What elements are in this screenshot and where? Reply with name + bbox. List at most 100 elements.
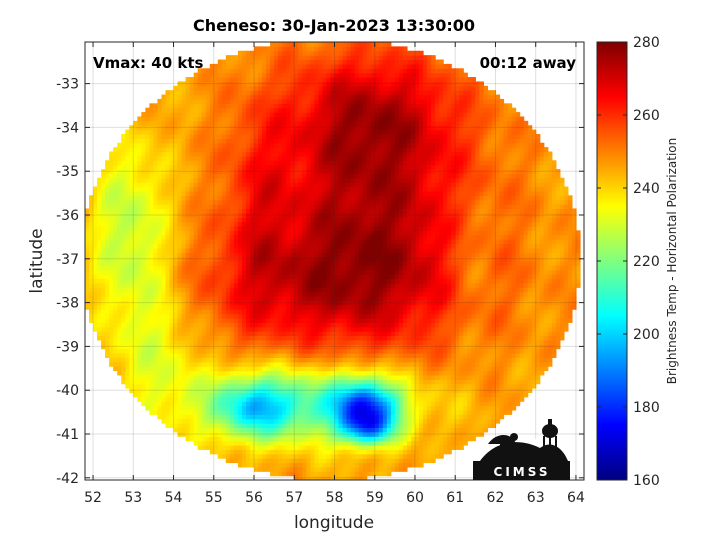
swath-cell [386,366,392,372]
swath-cell [499,401,505,407]
swath-cell [229,392,235,398]
swath-cell [245,317,251,323]
swath-cell [278,388,283,393]
swath-cell [346,357,352,363]
swath-cell [274,265,279,271]
swath-cell [346,462,352,468]
swath-cell [419,414,424,420]
swath-cell [334,383,340,389]
swath-cell [153,322,159,328]
swath-cell [121,278,126,284]
swath-cell [221,453,227,459]
swath-cell [306,331,311,337]
swath-cell [105,304,110,310]
swath-cell [298,383,303,389]
swath-cell [354,366,360,372]
swath-cell [402,431,408,437]
swath-cell [406,427,412,433]
swath-cell [217,453,223,459]
swath-cell [197,370,203,376]
swath-cell [439,339,444,345]
swath-cell [487,269,493,275]
swath-cell [390,431,396,437]
swath-cell [423,361,428,367]
swath-cell [205,313,211,319]
swath-cell [173,427,179,433]
swath-cell [475,317,480,323]
swath-cell [302,256,307,262]
swath-cell [266,274,271,280]
swath-cell [435,418,440,424]
swath-cell [402,313,408,319]
swath-cell [507,383,513,389]
swath-cell [555,261,561,266]
swath-cell [189,370,195,376]
swath-cell [382,296,388,302]
swath-cell [410,427,416,433]
swath-cell [334,405,340,411]
swath-cell [318,466,324,472]
swath-cell [241,335,247,341]
swath-cell [145,331,150,337]
swath-cell [511,335,517,341]
swath-cell [423,348,428,354]
swath-cell [169,287,175,293]
swath-cell [314,405,319,411]
swath-cell [535,291,541,297]
swath-cell [487,317,493,323]
swath-cell [511,309,517,315]
swath-cell [298,436,303,442]
swath-cell [519,383,525,389]
swath-cell [326,309,332,315]
swath-cell [435,317,440,323]
swath-cell [515,309,521,315]
swath-cell [410,418,416,424]
swath-cell [535,309,541,315]
swath-cell [459,401,464,407]
swath-cell [427,331,432,337]
swath-cell [249,374,255,380]
swath-cell [89,296,94,302]
swath-cell [398,344,404,350]
swath-cell [451,269,456,275]
swath-cell [451,335,456,341]
swath-cell [394,309,400,315]
swath-cell [217,282,223,288]
swath-cell [338,269,344,275]
swath-cell [346,300,352,306]
swath-cell [467,348,472,354]
swath-cell [189,265,195,271]
swath-cell [519,309,525,315]
swath-cell [282,366,287,372]
swath-cell [225,388,231,393]
swath-cell [406,462,412,468]
swath-cell [390,388,396,393]
swath-cell [519,313,525,319]
swath-cell [237,265,243,271]
swath-cell [274,370,279,376]
swath-cell [121,335,126,341]
swath-cell [322,269,328,275]
swath-cell [322,261,328,266]
swath-cell [241,409,247,415]
swath-cell [406,274,412,280]
swath-cell [467,401,472,407]
swath-cell [423,423,428,429]
swath-cell [362,339,368,345]
swath-cell [491,274,497,280]
swath-cell [185,256,191,262]
swath-cell [302,348,307,354]
swath-cell [185,300,191,306]
swath-cell [374,471,380,477]
swath-cell [249,265,255,271]
swath-cell [543,274,549,280]
swath-cell [274,296,279,302]
swath-cell [157,374,163,380]
swath-cell [362,265,368,271]
swath-cell [266,256,271,262]
swath-cell [563,317,569,323]
swath-cell [189,309,195,315]
swath-cell [511,370,517,376]
swath-cell [455,392,460,398]
swath-cell [153,357,159,363]
